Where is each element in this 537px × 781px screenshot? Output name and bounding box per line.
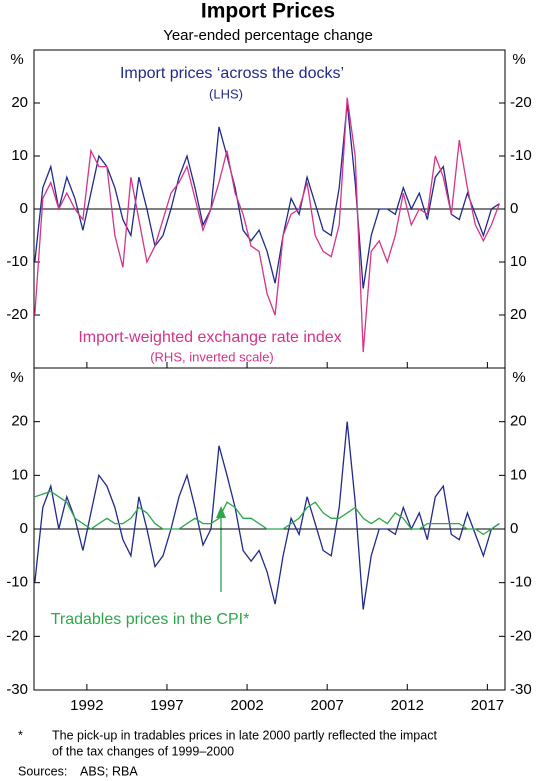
y2-tick-label: -20 xyxy=(510,627,532,644)
y2-unit: % xyxy=(512,51,525,68)
y2-tick-label: 0 xyxy=(510,200,518,217)
y-tick-label: 10 xyxy=(11,147,28,164)
y2-tick-label: -10 xyxy=(510,147,532,164)
x-tick-label: 2012 xyxy=(391,697,424,714)
x-tick-label: 2017 xyxy=(471,697,504,714)
y-tick-label: 20 xyxy=(11,94,28,111)
y-tick-label: 10 xyxy=(11,466,28,483)
series-line xyxy=(34,421,500,610)
x-tick-label: 1992 xyxy=(70,697,103,714)
y2-tick-label: 10 xyxy=(510,466,527,483)
x-tick-label: 1997 xyxy=(150,697,183,714)
footnote: The pick-up in tradables prices in late … xyxy=(52,728,437,742)
series-label: Import-weighted exchange rate index xyxy=(78,329,341,346)
footnote: of the tax changes of 1999–2000 xyxy=(52,744,234,758)
arrow-head xyxy=(216,506,226,518)
series-note: (LHS) xyxy=(209,86,243,101)
series-line xyxy=(34,102,500,289)
plot-frame xyxy=(33,49,506,691)
series-line xyxy=(34,490,500,536)
y-tick-label: -30 xyxy=(6,681,28,698)
footnote-mark: * xyxy=(18,728,23,742)
x-tick-label: 2002 xyxy=(230,697,263,714)
series-line xyxy=(34,97,501,353)
sources: ABS; RBA xyxy=(80,764,138,778)
y-tick-label: 0 xyxy=(20,520,28,537)
y2-tick-label: 20 xyxy=(510,306,527,323)
y-tick-label: -10 xyxy=(6,574,28,591)
y2-tick-label: 10 xyxy=(510,253,527,270)
series-note: (RHS, inverted scale) xyxy=(150,349,274,364)
series-label: Tradables prices in the CPI* xyxy=(51,611,250,628)
y2-tick-label: -20 xyxy=(510,94,532,111)
sources-label: Sources: xyxy=(18,764,67,778)
series-label: Import prices ‘across the docks’ xyxy=(120,65,344,82)
x-tick-label: 2007 xyxy=(310,697,343,714)
y-tick-label: -20 xyxy=(6,306,28,323)
y-tick-label: -20 xyxy=(6,627,28,644)
y-tick-label: -10 xyxy=(6,253,28,270)
y2-tick-label: -30 xyxy=(510,681,532,698)
y2-tick-label: -10 xyxy=(510,574,532,591)
y-tick-label: 0 xyxy=(20,200,28,217)
chart-subtitle: Year-ended percentage change xyxy=(163,27,373,44)
y-unit: % xyxy=(10,51,23,68)
y2-tick-label: 0 xyxy=(510,520,518,537)
y-unit: % xyxy=(10,369,23,386)
chart-title: Import Prices xyxy=(201,0,335,23)
y-tick-label: 20 xyxy=(11,413,28,430)
y2-unit: % xyxy=(512,369,525,386)
y2-tick-label: 20 xyxy=(510,413,527,430)
